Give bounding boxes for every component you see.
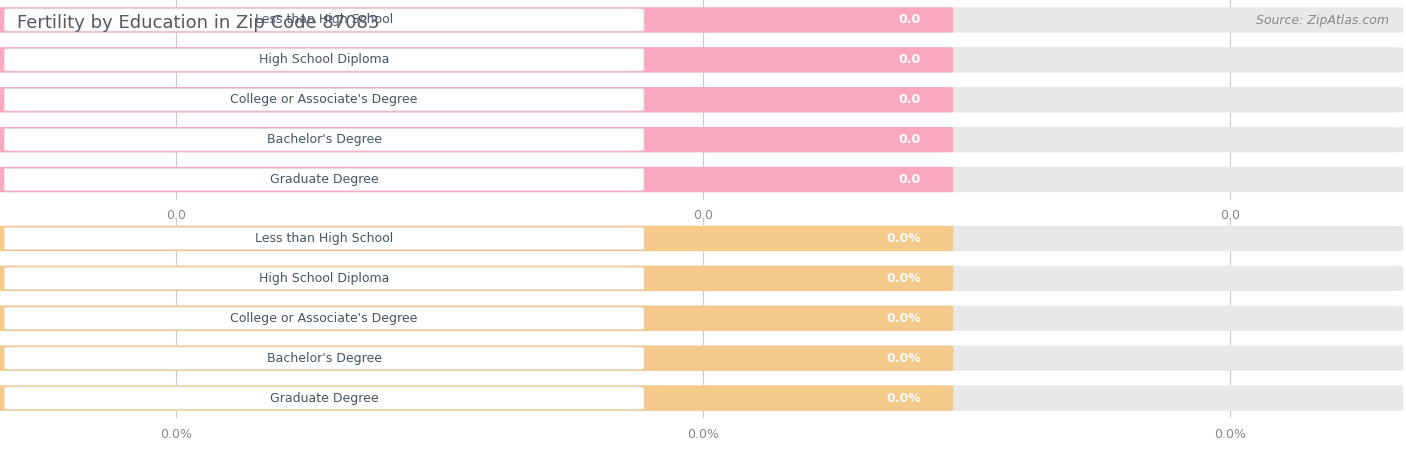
Text: Graduate Degree: Graduate Degree [270, 391, 378, 405]
FancyBboxPatch shape [0, 305, 953, 331]
Text: 0.0%: 0.0% [886, 232, 921, 245]
Text: Source: ZipAtlas.com: Source: ZipAtlas.com [1256, 14, 1389, 27]
FancyBboxPatch shape [4, 48, 644, 71]
FancyBboxPatch shape [0, 87, 1403, 113]
Text: 0.0%: 0.0% [886, 352, 921, 365]
Text: 0.0: 0.0 [898, 13, 921, 27]
FancyBboxPatch shape [4, 128, 644, 151]
FancyBboxPatch shape [0, 305, 1403, 331]
Text: Graduate Degree: Graduate Degree [270, 173, 378, 186]
FancyBboxPatch shape [0, 167, 953, 192]
FancyBboxPatch shape [0, 127, 953, 152]
FancyBboxPatch shape [4, 267, 644, 290]
Text: College or Associate's Degree: College or Associate's Degree [231, 93, 418, 106]
FancyBboxPatch shape [0, 47, 953, 73]
Text: 0.0: 0.0 [898, 133, 921, 146]
Text: Bachelor's Degree: Bachelor's Degree [267, 133, 381, 146]
FancyBboxPatch shape [4, 227, 644, 250]
FancyBboxPatch shape [0, 385, 953, 411]
Text: High School Diploma: High School Diploma [259, 53, 389, 67]
FancyBboxPatch shape [0, 7, 953, 33]
Text: 0.0: 0.0 [898, 53, 921, 67]
FancyBboxPatch shape [4, 88, 644, 111]
FancyBboxPatch shape [0, 47, 1403, 73]
Text: 0.0%: 0.0% [886, 272, 921, 285]
Text: Less than High School: Less than High School [254, 232, 394, 245]
Text: Bachelor's Degree: Bachelor's Degree [267, 352, 381, 365]
FancyBboxPatch shape [0, 345, 1403, 371]
FancyBboxPatch shape [4, 9, 644, 31]
FancyBboxPatch shape [0, 266, 1403, 291]
Text: Fertility by Education in Zip Code 87083: Fertility by Education in Zip Code 87083 [17, 14, 380, 32]
Text: College or Associate's Degree: College or Associate's Degree [231, 312, 418, 325]
Text: 0.0%: 0.0% [886, 391, 921, 405]
Text: 0.0: 0.0 [898, 93, 921, 106]
Text: Less than High School: Less than High School [254, 13, 394, 27]
FancyBboxPatch shape [0, 226, 1403, 251]
FancyBboxPatch shape [0, 266, 953, 291]
Text: High School Diploma: High School Diploma [259, 272, 389, 285]
FancyBboxPatch shape [4, 168, 644, 191]
FancyBboxPatch shape [0, 345, 953, 371]
FancyBboxPatch shape [0, 226, 953, 251]
FancyBboxPatch shape [0, 7, 1403, 33]
FancyBboxPatch shape [0, 127, 1403, 152]
FancyBboxPatch shape [0, 167, 1403, 192]
FancyBboxPatch shape [0, 87, 953, 113]
Text: 0.0%: 0.0% [886, 312, 921, 325]
FancyBboxPatch shape [4, 387, 644, 409]
FancyBboxPatch shape [4, 307, 644, 330]
FancyBboxPatch shape [4, 347, 644, 370]
FancyBboxPatch shape [0, 385, 1403, 411]
Text: 0.0: 0.0 [898, 173, 921, 186]
